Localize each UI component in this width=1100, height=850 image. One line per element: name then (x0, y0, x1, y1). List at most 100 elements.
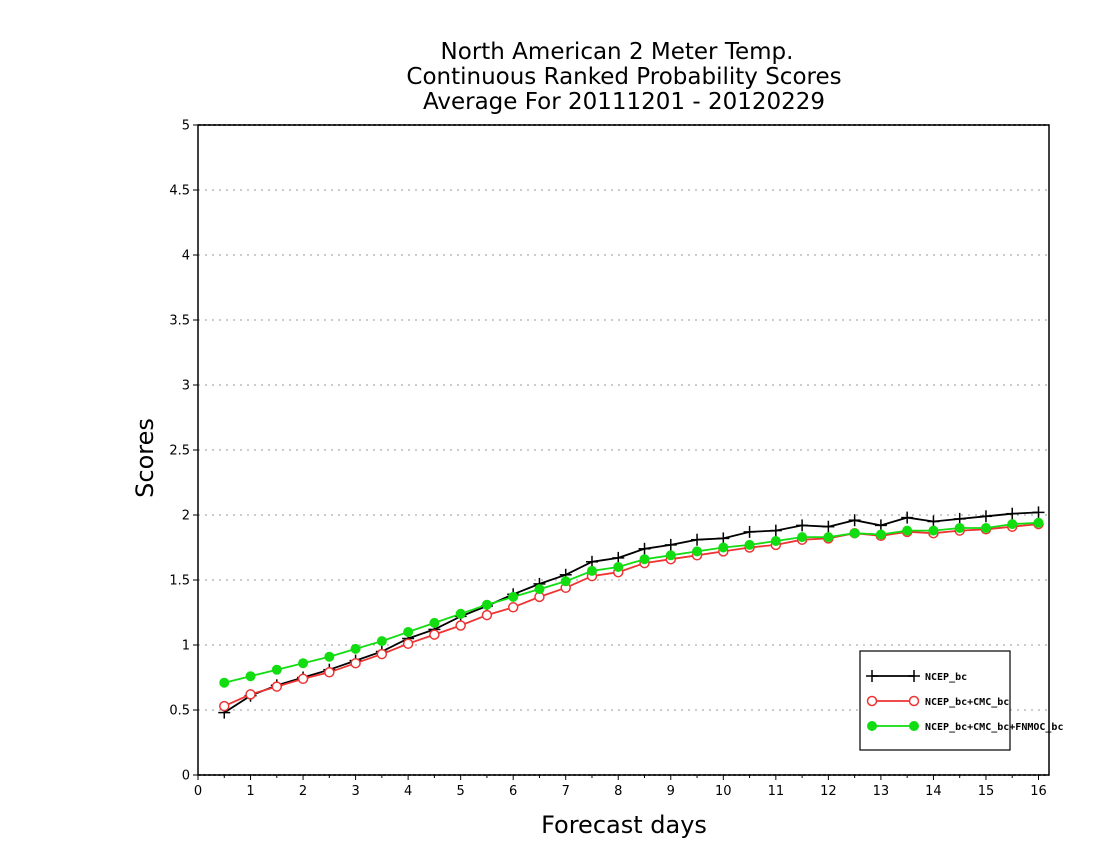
x-tick-label-4: 4 (404, 784, 412, 799)
series-0 (218, 506, 1045, 719)
title-line-2: Continuous Ranked Probability Scores (406, 64, 841, 90)
y-tick-label-6: 3 (182, 379, 190, 394)
series-2-point-17 (665, 550, 676, 561)
series-0-point-27 (927, 515, 940, 528)
x-tick-label-13: 13 (873, 784, 890, 799)
series-0-line (223, 511, 1039, 714)
series-2-point-23 (823, 532, 834, 543)
x-tick-label-8: 8 (614, 784, 622, 799)
series-group (218, 506, 1045, 719)
series-0-point-21 (769, 524, 782, 537)
series-2-point-5 (350, 643, 361, 654)
series-2-point-19 (718, 542, 729, 553)
series-2-point-0 (219, 677, 230, 688)
legend-marker-2-a (867, 721, 877, 731)
series-2-point-18 (692, 546, 703, 557)
series-2-point-28 (954, 523, 965, 533)
legend-label-2: NCEP_bc+CMC_bc+FNMOC_bc (925, 722, 1063, 733)
series-0-point-16 (638, 542, 651, 555)
x-tick-label-3: 3 (351, 784, 359, 799)
y-tick-label-2: 1 (182, 639, 190, 654)
series-1-point-5 (350, 657, 361, 669)
y-tick-label-9: 4.5 (169, 184, 190, 199)
series-1-point-11 (507, 602, 519, 613)
series-0-point-28 (953, 512, 966, 525)
series-1-point-10 (481, 609, 493, 621)
y-tick-label-8: 4 (182, 249, 190, 264)
series-0-point-29 (979, 510, 992, 523)
y-tick-label-1: 0.5 (169, 704, 190, 719)
series-2-point-7 (403, 627, 414, 637)
series-2-point-29 (980, 523, 991, 533)
series-0-point-14 (585, 555, 598, 568)
series-1-point-2 (271, 681, 283, 692)
series-2-point-31 (1033, 517, 1044, 528)
series-2-point-13 (560, 576, 571, 587)
y-tick-label-3: 1.5 (169, 574, 190, 589)
x-tick-label-11: 11 (768, 784, 785, 799)
series-2-point-2 (271, 664, 282, 675)
series-1-point-4 (324, 667, 335, 678)
series-2-point-4 (324, 651, 335, 662)
series-0-point-18 (691, 533, 704, 546)
x-tick-label-15: 15 (978, 784, 995, 799)
chart-title: North American 2 Meter Temp. Continuous … (406, 39, 841, 115)
series-2-point-3 (298, 658, 309, 669)
series-2 (219, 517, 1044, 688)
y-tick-label-0: 0 (182, 769, 190, 784)
x-tick-label-12: 12 (820, 784, 837, 799)
series-2-point-9 (455, 608, 466, 619)
y-tick-label-10: 5 (182, 119, 190, 134)
y-tick-label-4: 2 (182, 509, 190, 524)
series-0-point-23 (822, 520, 835, 533)
series-2-point-14 (586, 565, 597, 576)
legend-marker-0-a (866, 670, 878, 682)
series-1-point-1 (245, 689, 256, 700)
series-1-point-7 (402, 638, 414, 649)
series-0-point-20 (743, 525, 756, 538)
series-0-point-26 (901, 511, 914, 524)
series-2-point-12 (534, 584, 545, 595)
x-tick-label-0: 0 (194, 784, 202, 799)
series-2-point-8 (429, 617, 440, 628)
x-tick-label-1: 1 (246, 784, 254, 799)
legend-label-0: NCEP_bc (925, 672, 967, 683)
series-2-point-21 (770, 536, 781, 546)
series-2-point-30 (1007, 519, 1018, 530)
series-2-point-16 (639, 554, 650, 565)
x-tick-label-5: 5 (457, 784, 465, 799)
series-0-point-17 (664, 538, 677, 551)
series-1-point-6 (376, 648, 388, 660)
x-tick-label-7: 7 (562, 784, 570, 799)
series-2-point-6 (376, 636, 387, 647)
series-0-point-24 (848, 514, 861, 527)
x-tick-label-2: 2 (299, 784, 307, 799)
legend-label-1: NCEP_bc+CMC_bc (925, 697, 1009, 708)
legend: NCEP_bc NCEP_bc+CMC_bc NCEP_bc+CMC_bc+FNMO… (859, 650, 1063, 751)
series-2-point-24 (849, 528, 860, 539)
x-tick-label-16: 16 (1030, 784, 1047, 799)
series-0-point-22 (796, 519, 809, 532)
legend-item-2: NCEP_bc+CMC_bc+FNMOC_bc (867, 721, 1063, 733)
legend-marker-0-b (908, 670, 920, 682)
title-line-1: North American 2 Meter Temp. (441, 39, 794, 65)
legend-marker-1-a (866, 695, 878, 707)
series-1-point-0 (219, 700, 230, 712)
series-1-point-8 (429, 629, 440, 640)
series-2-point-15 (613, 562, 624, 572)
series-2-point-26 (902, 525, 913, 536)
series-1-point-9 (455, 620, 466, 631)
series-2-point-10 (481, 599, 492, 610)
series-0-point-30 (1006, 507, 1019, 520)
y-axis-title: Scores (131, 418, 159, 498)
y-tick-label-5: 2.5 (169, 444, 190, 459)
legend-marker-1-b (908, 695, 920, 707)
series-1-point-3 (297, 673, 309, 685)
x-axis-title: Forecast days (541, 811, 707, 839)
series-2-point-22 (797, 532, 808, 543)
legend-item-1: NCEP_bc+CMC_bc (866, 695, 1009, 708)
x-tick-label-9: 9 (667, 784, 675, 799)
series-2-point-25 (875, 529, 886, 540)
series-2-point-27 (928, 525, 939, 536)
